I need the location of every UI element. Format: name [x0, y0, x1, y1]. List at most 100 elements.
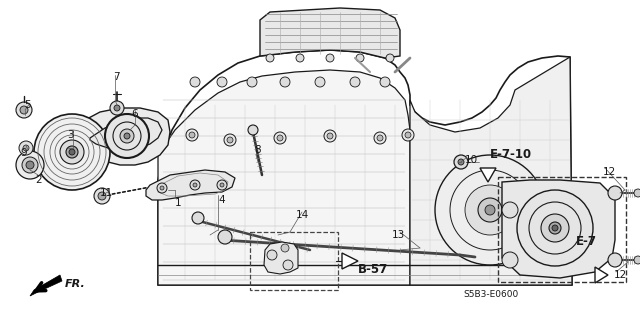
- Circle shape: [66, 146, 78, 158]
- Polygon shape: [264, 242, 298, 274]
- Circle shape: [16, 102, 32, 118]
- Polygon shape: [260, 8, 400, 58]
- Polygon shape: [158, 50, 572, 285]
- Circle shape: [517, 190, 593, 266]
- Polygon shape: [84, 108, 170, 165]
- Polygon shape: [595, 267, 608, 283]
- Circle shape: [160, 186, 164, 190]
- Circle shape: [19, 141, 33, 155]
- Text: 9: 9: [20, 148, 27, 158]
- Text: 7: 7: [113, 72, 120, 82]
- Polygon shape: [480, 168, 496, 182]
- Circle shape: [26, 161, 34, 169]
- Circle shape: [502, 202, 518, 218]
- Circle shape: [315, 77, 325, 87]
- Text: 10: 10: [465, 155, 478, 165]
- Text: 13: 13: [392, 230, 405, 240]
- Polygon shape: [90, 118, 162, 150]
- Circle shape: [608, 186, 622, 200]
- Circle shape: [380, 77, 390, 87]
- Circle shape: [267, 250, 277, 260]
- Circle shape: [186, 129, 198, 141]
- Circle shape: [227, 137, 233, 143]
- Circle shape: [485, 205, 495, 215]
- Circle shape: [124, 133, 130, 139]
- Circle shape: [435, 155, 545, 265]
- Bar: [250, 232, 338, 290]
- Circle shape: [247, 77, 257, 87]
- Circle shape: [110, 101, 124, 115]
- Text: S5B3-E0600: S5B3-E0600: [463, 290, 518, 299]
- Circle shape: [634, 256, 640, 264]
- Circle shape: [94, 188, 110, 204]
- Polygon shape: [146, 170, 235, 200]
- Circle shape: [478, 198, 502, 222]
- Circle shape: [296, 54, 304, 62]
- Circle shape: [218, 230, 232, 244]
- Circle shape: [374, 132, 386, 144]
- Circle shape: [541, 214, 569, 242]
- Circle shape: [98, 192, 106, 200]
- Circle shape: [465, 185, 515, 235]
- Polygon shape: [502, 180, 615, 278]
- Circle shape: [16, 151, 44, 179]
- Circle shape: [266, 54, 274, 62]
- Circle shape: [402, 129, 414, 141]
- Circle shape: [217, 180, 227, 190]
- Text: FR.: FR.: [65, 279, 86, 289]
- Text: 5: 5: [24, 100, 31, 110]
- Text: 1: 1: [175, 198, 182, 208]
- Circle shape: [280, 77, 290, 87]
- Circle shape: [157, 183, 167, 193]
- Text: E-7-10: E-7-10: [490, 148, 532, 161]
- Circle shape: [192, 212, 204, 224]
- Text: 11: 11: [100, 188, 113, 198]
- Circle shape: [350, 77, 360, 87]
- Text: 3: 3: [67, 130, 74, 140]
- Circle shape: [502, 252, 518, 268]
- Circle shape: [69, 149, 75, 155]
- Circle shape: [277, 135, 283, 141]
- Circle shape: [281, 244, 289, 252]
- Bar: [498, 177, 626, 282]
- Circle shape: [20, 106, 28, 114]
- Polygon shape: [342, 253, 358, 269]
- Circle shape: [114, 105, 120, 111]
- Text: 6: 6: [131, 109, 138, 119]
- Circle shape: [608, 253, 622, 267]
- Text: 4: 4: [218, 195, 225, 205]
- Circle shape: [324, 130, 336, 142]
- Circle shape: [326, 54, 334, 62]
- Circle shape: [224, 134, 236, 146]
- Circle shape: [105, 114, 149, 158]
- Text: 8: 8: [254, 145, 260, 155]
- Circle shape: [552, 225, 558, 231]
- Polygon shape: [30, 275, 62, 296]
- Circle shape: [454, 155, 468, 169]
- Circle shape: [274, 132, 286, 144]
- Text: 12: 12: [614, 270, 627, 280]
- Text: 12: 12: [603, 167, 616, 177]
- Circle shape: [327, 133, 333, 139]
- Circle shape: [549, 222, 561, 234]
- Circle shape: [120, 129, 134, 143]
- Polygon shape: [410, 57, 572, 285]
- Circle shape: [458, 159, 464, 165]
- Circle shape: [283, 260, 293, 270]
- Circle shape: [189, 132, 195, 138]
- Text: 2: 2: [35, 175, 42, 185]
- Polygon shape: [158, 70, 410, 285]
- Circle shape: [386, 54, 394, 62]
- Text: E-7: E-7: [576, 235, 597, 248]
- Circle shape: [248, 125, 258, 135]
- Circle shape: [23, 145, 29, 151]
- Circle shape: [634, 189, 640, 197]
- Circle shape: [217, 77, 227, 87]
- Circle shape: [60, 140, 84, 164]
- Circle shape: [34, 114, 110, 190]
- Text: 14: 14: [296, 210, 309, 220]
- Circle shape: [377, 135, 383, 141]
- Circle shape: [220, 183, 224, 187]
- Circle shape: [356, 54, 364, 62]
- Circle shape: [193, 183, 197, 187]
